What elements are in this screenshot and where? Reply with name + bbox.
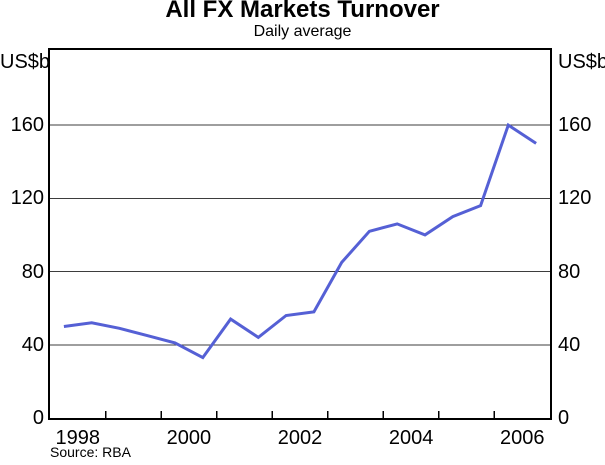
x-tick-label-1998: 1998 bbox=[55, 427, 101, 449]
y-axis-unit-left: US$b bbox=[0, 51, 51, 73]
y-tick-label-left-40: 40 bbox=[21, 333, 44, 356]
plot-area bbox=[48, 48, 552, 420]
chart-title: All FX Markets Turnover bbox=[165, 0, 440, 23]
x-tick-label-2004: 2004 bbox=[388, 427, 434, 449]
y-tick-label-right-160: 160 bbox=[558, 114, 592, 137]
y-tick-label-right-0: 0 bbox=[558, 407, 570, 429]
chart-canvas bbox=[50, 122, 550, 418]
x-tick-label-2006: 2006 bbox=[499, 427, 545, 449]
source-note: Source: RBA bbox=[50, 444, 131, 460]
y-tick-label-right-40: 40 bbox=[558, 333, 581, 356]
y-tick-label-left-120: 120 bbox=[10, 187, 44, 210]
y-tick-label-left-80: 80 bbox=[21, 260, 44, 283]
x-tick-label-2000: 2000 bbox=[166, 427, 212, 449]
y-tick-label-right-120: 120 bbox=[558, 187, 592, 210]
line-series bbox=[63, 122, 537, 360]
y-tick-label-right-80: 80 bbox=[558, 260, 581, 283]
y-axis-unit-right: US$b bbox=[558, 51, 605, 73]
x-tick-label-2002: 2002 bbox=[277, 427, 323, 449]
y-tick-label-left-0: 0 bbox=[32, 407, 44, 429]
y-tick-label-left-160: 160 bbox=[10, 114, 44, 137]
chart-subtitle: Daily average bbox=[253, 23, 352, 40]
